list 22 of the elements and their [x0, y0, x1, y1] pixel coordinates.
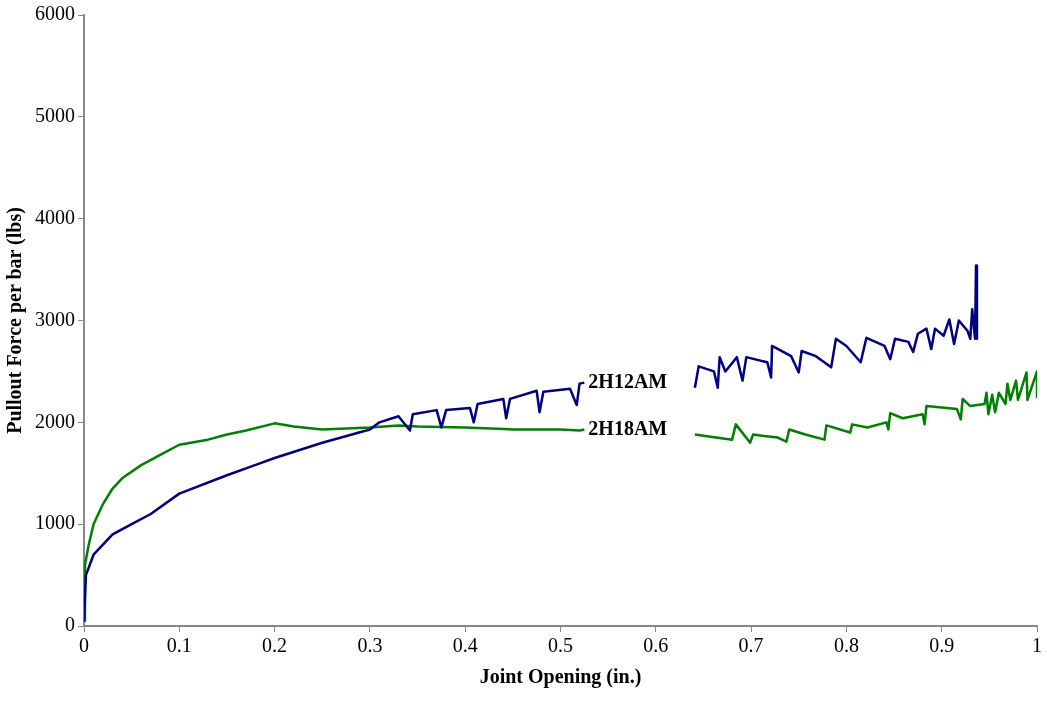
y-tick-label: 6000: [35, 2, 75, 25]
series-label: 2H12AM: [588, 369, 668, 392]
x-tick-label: 0.1: [166, 634, 192, 657]
x-tick-label: 0.2: [262, 634, 288, 657]
x-tick-label: 0.4: [452, 634, 478, 657]
y-tick-label: 4000: [35, 205, 75, 228]
y-tick-label: 1000: [35, 511, 75, 534]
y-tick-label: 0: [65, 613, 75, 636]
y-tick-label: 5000: [35, 104, 75, 127]
y-axis-title: Pullout Force per bar (lbs): [3, 207, 27, 434]
x-tick-label: 1: [1032, 634, 1042, 657]
x-tick-label: 0.5: [548, 634, 573, 657]
x-tick-label: 0.7: [738, 634, 764, 657]
x-tick-label: 0: [79, 634, 89, 657]
y-tick-label: 3000: [35, 307, 75, 330]
x-axis-title: Joint Opening (in.): [479, 665, 642, 689]
x-tick-label: 0.6: [643, 634, 669, 657]
y-tick-label: 2000: [35, 409, 75, 432]
series-label: 2H18AM: [588, 416, 668, 439]
x-tick-label: 0.3: [357, 634, 383, 657]
x-tick-label: 0.9: [929, 634, 955, 657]
x-tick-label: 0.8: [833, 634, 859, 657]
